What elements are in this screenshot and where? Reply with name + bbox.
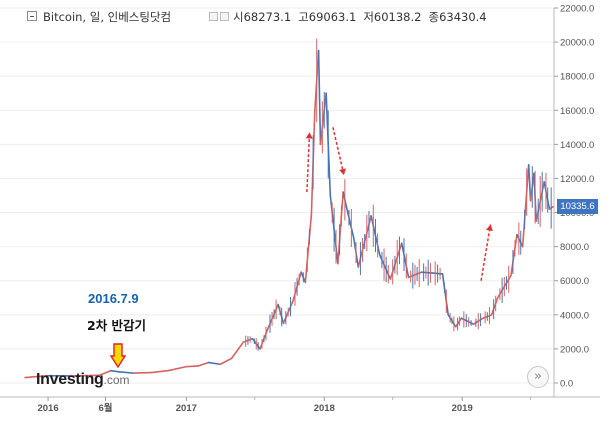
chart-header: Bitcoin, 일, 인베스팅닷컴 [43, 9, 171, 25]
instrument-title: Bitcoin, 일, 인베스팅닷컴 [43, 10, 172, 24]
price-segment [521, 164, 530, 248]
logo-suffix: .com [103, 373, 130, 387]
trend-arrow-fall-2018 [332, 127, 345, 176]
ohlc-readout: 시68273.1 고69063.1 저60138.2 종63430.4 [233, 9, 487, 25]
y-tick-label: 16000.0 [560, 106, 594, 117]
x-tick-label: 6월 [98, 402, 112, 414]
price-segment [454, 317, 463, 328]
scroll-to-latest-button[interactable]: » [527, 366, 549, 388]
price-segment [516, 233, 524, 248]
price-segment [207, 361, 222, 366]
trend-arrow-rise-2019 [480, 224, 492, 281]
x-tick-label: 2018 [314, 403, 335, 414]
indicator-icon[interactable] [220, 12, 229, 21]
price-segment [420, 271, 434, 274]
price-segment [510, 233, 518, 277]
price-segment [230, 341, 245, 360]
price-segment [543, 181, 551, 210]
price-segment [119, 371, 135, 374]
trend-arrow-rise-2017-head [305, 132, 313, 139]
price-segment [69, 374, 100, 377]
trend-arrow-rise-2019-head [486, 224, 493, 231]
price-segment [167, 365, 188, 372]
close-label: 종 [428, 10, 440, 24]
trend-arrow-fall-2018-head [339, 168, 346, 176]
close-value: 63430.4 [439, 10, 487, 24]
price-segment [441, 273, 450, 316]
price-segment [197, 361, 210, 367]
low-label: 저 [363, 10, 374, 24]
y-tick-label: 18000.0 [560, 72, 594, 83]
price-segment [109, 369, 121, 373]
halving-date: 2016.7.9 [88, 291, 139, 306]
current-price-badge: 10335.6 [557, 199, 598, 214]
investing-logo: Investing.com [36, 371, 130, 389]
price-segment [24, 374, 49, 379]
halving-arrow-icon [110, 343, 126, 369]
open-label: 시 [233, 10, 244, 24]
price-segment [219, 357, 233, 366]
y-tick-label: 22000.0 [560, 4, 594, 15]
logo-name: Investing [36, 371, 104, 388]
price-segment [337, 191, 344, 265]
price-segment [185, 365, 199, 368]
low-value: 60138.2 [373, 10, 422, 24]
y-tick-label: 12000.0 [560, 174, 594, 185]
y-tick-label: 2000.0 [560, 344, 589, 355]
open-value: 68273.1 [243, 10, 292, 24]
x-tick-label: 2017 [176, 403, 197, 414]
price-segment [277, 303, 285, 325]
price-segment [304, 213, 313, 284]
y-tick-label: 0.0 [560, 379, 573, 390]
y-tick-label: 6000.0 [560, 276, 589, 287]
price-segment [98, 369, 112, 377]
y-tick-label: 20000.0 [560, 38, 594, 49]
price-segment [150, 369, 170, 374]
y-tick-label: 14000.0 [560, 140, 594, 151]
price-segment [400, 242, 410, 279]
halving-label: 2차 반감기 [87, 318, 147, 333]
price-segment [490, 296, 499, 316]
y-tick-label: 4000.0 [560, 310, 589, 321]
price-segment [527, 164, 532, 202]
price-segment [345, 206, 355, 239]
collapse-icon[interactable] [27, 11, 37, 21]
price-segment [133, 371, 153, 374]
y-tick-label: 8000.0 [560, 242, 589, 253]
high-label: 고 [298, 10, 309, 24]
high-value: 69063.1 [308, 10, 357, 24]
price-segment [317, 49, 322, 146]
price-segment [319, 92, 327, 146]
x-tick-label: 2019 [452, 403, 473, 414]
chart-type-icon[interactable] [209, 12, 218, 21]
x-tick-label: 2016 [37, 403, 58, 414]
